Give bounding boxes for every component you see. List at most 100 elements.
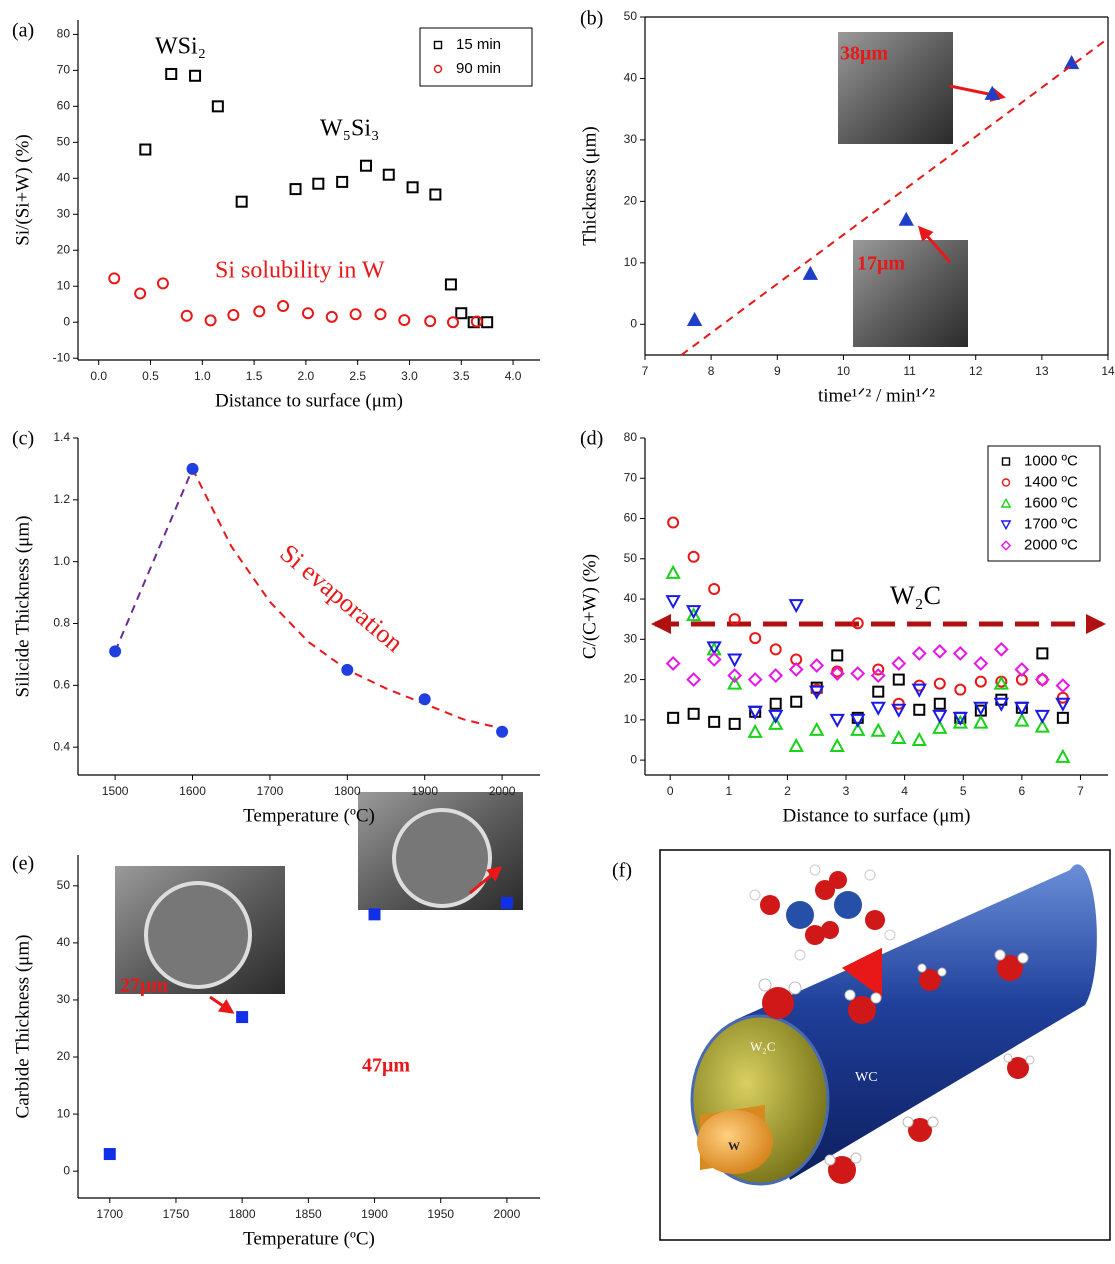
y-tick-label: 20 [624,672,638,686]
arrow [209,995,235,1014]
point [932,709,948,724]
annotation: WSi₂ [155,34,206,60]
point [312,177,325,190]
point [481,316,494,329]
point [892,673,905,686]
point [424,315,437,328]
point [898,211,914,226]
y-tick-label: 40 [57,935,71,949]
point [954,683,967,696]
x-tick-label: 1900 [411,784,438,798]
y-tick-label: 50 [624,9,638,23]
x-tick-label: 7 [642,364,649,378]
annotation: 47μm [362,1055,410,1077]
x-tick-label: 1800 [229,1207,256,1221]
x-tick-label: 2000 [494,1207,521,1221]
legend-label: 1700 ºC [1024,515,1078,532]
point [768,668,784,683]
point [788,662,804,677]
x-tick-label: 1750 [163,1207,190,1221]
point [496,725,509,738]
point [277,300,290,313]
point [227,309,240,322]
point [911,683,927,698]
x-tick-label: 2.5 [349,369,366,383]
x-tick-label: 1500 [102,784,129,798]
y-tick-label: 0 [63,1163,70,1177]
sem-image [838,32,953,144]
y-tick-label: 70 [624,470,638,484]
x-tick-label: 9 [774,364,781,378]
panel-label: (a) [12,20,34,42]
point [665,564,681,579]
point [850,721,866,736]
flow-arrow [841,947,883,999]
annotation: Si evaporation [275,538,409,657]
point [1056,691,1069,704]
x-tick-label: 0 [667,784,674,798]
illustration-frame [659,849,1111,1241]
panel-label: (e) [12,853,34,875]
panel-label: (c) [12,428,34,450]
point [728,613,741,626]
y-tick-label: 10 [57,1106,71,1120]
point [870,722,886,737]
point [418,693,431,706]
x-tick-label: 3 [843,784,850,798]
annotation: 27μm [120,975,168,997]
point [829,713,845,728]
x-tick-label: 1700 [257,784,284,798]
x-tick-label: 1.5 [246,369,263,383]
y-tick-label: 1.4 [53,430,70,444]
point [687,707,700,720]
point [108,272,121,285]
point [993,641,1009,657]
point [156,277,169,290]
point [769,643,782,656]
point [831,649,844,662]
point [892,697,905,710]
x-tick-label: 2 [784,784,791,798]
point [850,713,866,728]
x-tick-label: 3.0 [401,369,418,383]
annotation: W₂C [890,581,941,610]
insets [115,32,1106,1014]
x-tick-label: 3.5 [453,369,470,383]
point [911,645,927,661]
point [1056,711,1069,724]
point [913,703,926,716]
point [727,668,743,683]
y-tick-label: 30 [624,132,638,146]
point [189,69,202,82]
x-tick-label: 1850 [295,1207,322,1221]
x-tick-label: 6 [1019,784,1026,798]
point [325,310,338,323]
x-axis-title: Temperature (ºC) [243,805,375,826]
x-tick-label: 1700 [96,1207,123,1221]
point [301,307,314,320]
point [747,723,763,738]
x-tick-label: 14 [1101,364,1115,378]
point [952,714,968,729]
point [973,714,989,729]
y-tick-label: 0 [630,316,637,330]
y-tick-label: 40 [57,170,71,184]
y-tick-label: 0 [630,752,637,766]
x-tick-label: 1 [725,784,732,798]
point [933,697,946,710]
point [667,711,680,724]
y-tick-label: 80 [57,27,71,41]
arrow [918,225,952,263]
point [769,697,782,710]
point [398,314,411,327]
point [235,195,248,208]
legend-label: 1000 ºC [1024,452,1078,469]
point [186,462,199,475]
legend-label: 2000 ºC [1024,536,1078,553]
legend-marker [1001,478,1011,487]
legend-marker [1000,520,1012,531]
point [728,717,741,730]
point [706,641,722,656]
point [952,645,968,661]
x-tick-label: 5 [960,784,967,798]
